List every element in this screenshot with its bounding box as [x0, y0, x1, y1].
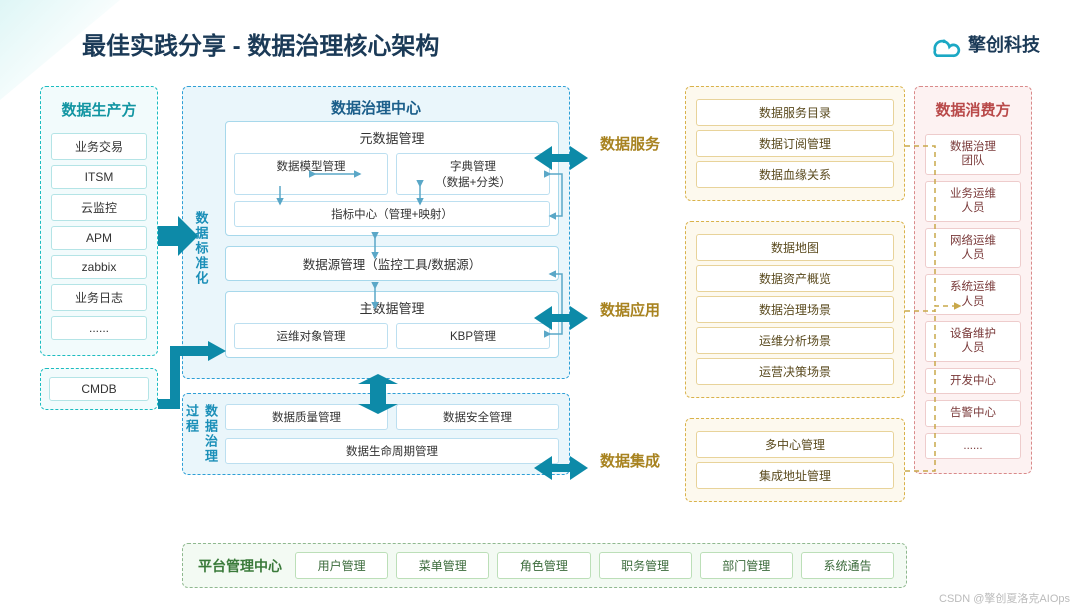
lifecycle-cell: 数据生命周期管理 [225, 438, 559, 464]
consumer-item-5: 开发中心 [925, 368, 1021, 394]
consumer-item-1: 业务运维 人员 [925, 181, 1021, 222]
consumer-item-3: 系统运维 人员 [925, 274, 1021, 315]
consumer-item-0: 数据治理 团队 [925, 134, 1021, 175]
consumer-item-6: 告警中心 [925, 400, 1021, 426]
platform-item-0: 用户管理 [295, 552, 388, 579]
brand-logo: 擎创科技 [926, 30, 1040, 58]
platform-item-3: 职务管理 [599, 552, 692, 579]
dict-mgmt-cell: 字典管理 （数据+分类） [396, 153, 550, 195]
platform-item-2: 角色管理 [497, 552, 590, 579]
producer-item-1: ITSM [51, 165, 147, 189]
service-item-2: 数据血缘关系 [696, 161, 894, 188]
producer-item-4: zabbix [51, 255, 147, 279]
proc-vlabel: 数据治理过程 [191, 404, 211, 464]
quality-cell: 数据质量管理 [225, 404, 388, 430]
app-box: 数据地图数据资产概览数据治理场景运维分析场景运营决策场景 [685, 221, 905, 398]
platform-title: 平台管理中心 [195, 556, 285, 576]
producers-box: 数据生产方 业务交易 ITSM 云监控 APM zabbix 业务日志...... [40, 86, 158, 356]
diagram-canvas: 数据生产方 业务交易 ITSM 云监控 APM zabbix 业务日志...... CMD… [40, 86, 1040, 588]
producer-item-5: 业务日志 [51, 284, 147, 311]
integ-box: 多中心管理集成地址管理 [685, 418, 905, 502]
center-column: 数据治理中心 数据标准化 元数据管理 数据模型管理 字典管理 （数据+分类） 指… [182, 86, 570, 475]
consumer-item-2: 网络运维 人员 [925, 228, 1021, 269]
consumer-item-4: 设备维护 人员 [925, 321, 1021, 362]
source-mgmt-bar: 数据源管理（监控工具/数据源） [225, 246, 559, 281]
producers-title: 数据生产方 [49, 93, 149, 128]
integ-title: 数据集成 [585, 450, 675, 471]
service-title: 数据服务 [585, 133, 675, 154]
governance-center-box: 数据治理中心 数据标准化 元数据管理 数据模型管理 字典管理 （数据+分类） 指… [182, 86, 570, 379]
data-service-group: 数据服务 数据服务目录数据订阅管理数据血缘关系 [585, 86, 905, 201]
brand-name: 擎创科技 [968, 31, 1040, 57]
metadata-title: 元数据管理 [234, 128, 550, 147]
kbp-cell: KBP管理 [396, 323, 550, 349]
app-title: 数据应用 [585, 299, 675, 320]
security-cell: 数据安全管理 [396, 404, 559, 430]
platform-item-5: 系统通告 [801, 552, 894, 579]
platform-item-1: 菜单管理 [396, 552, 489, 579]
data-integ-group: 数据集成 多中心管理集成地址管理 [585, 418, 905, 502]
consumers-title: 数据消费方 [923, 93, 1023, 128]
header: 最佳实践分享 - 数据治理核心架构 擎创科技 [82, 26, 1040, 61]
platform-mgmt-box: 平台管理中心 用户管理菜单管理角色管理职务管理部门管理系统通告 [182, 543, 907, 588]
master-title: 主数据管理 [234, 298, 550, 317]
right-column: 数据服务 数据服务目录数据订阅管理数据血缘关系 数据应用 数据地图数据资产概览数… [585, 86, 905, 520]
data-app-group: 数据应用 数据地图数据资产概览数据治理场景运维分析场景运营决策场景 [585, 221, 905, 398]
cmdb-box: CMDB [40, 368, 158, 410]
producer-item-0: 业务交易 [51, 133, 147, 160]
app-item-3: 运维分析场景 [696, 327, 894, 354]
service-item-0: 数据服务目录 [696, 99, 894, 126]
watermark: CSDN @擎创夏洛克AIOps [939, 590, 1070, 606]
service-box: 数据服务目录数据订阅管理数据血缘关系 [685, 86, 905, 201]
integ-item-1: 集成地址管理 [696, 462, 894, 489]
consumers-box: 数据消费方 数据治理 团队业务运维 人员网络运维 人员系统运维 人员设备维护 人… [914, 86, 1032, 474]
ops-cell: 运维对象管理 [234, 323, 388, 349]
metadata-panel: 元数据管理 数据模型管理 字典管理 （数据+分类） 指标中心（管理+映射） [225, 121, 559, 236]
page-title: 最佳实践分享 - 数据治理核心架构 [82, 26, 439, 61]
producer-item-3: APM [51, 226, 147, 250]
platform-item-4: 部门管理 [700, 552, 793, 579]
producer-item-2: 云监控 [51, 194, 147, 221]
service-item-1: 数据订阅管理 [696, 130, 894, 157]
cloud-logo-icon [926, 30, 962, 58]
app-item-2: 数据治理场景 [696, 296, 894, 323]
integ-item-0: 多中心管理 [696, 431, 894, 458]
app-item-4: 运营决策场景 [696, 358, 894, 385]
std-vlabel: 数据标准化 [191, 133, 211, 363]
producers-column: 数据生产方 业务交易 ITSM 云监控 APM zabbix 业务日志...... CMD… [40, 86, 158, 410]
governance-process-box: 数据治理过程 数据质量管理 数据安全管理 数据生命周期管理 [182, 393, 570, 475]
indicator-cell: 指标中心（管理+映射） [234, 201, 550, 227]
consumers-column: 数据消费方 数据治理 团队业务运维 人员网络运维 人员系统运维 人员设备维护 人… [914, 86, 1032, 474]
consumer-item-7: ...... [925, 433, 1021, 459]
app-item-1: 数据资产概览 [696, 265, 894, 292]
producer-item-6: ...... [51, 316, 147, 340]
model-mgmt-cell: 数据模型管理 [234, 153, 388, 195]
app-item-0: 数据地图 [696, 234, 894, 261]
master-data-panel: 主数据管理 运维对象管理 KBP管理 [225, 291, 559, 358]
cmdb-item: CMDB [49, 377, 149, 401]
